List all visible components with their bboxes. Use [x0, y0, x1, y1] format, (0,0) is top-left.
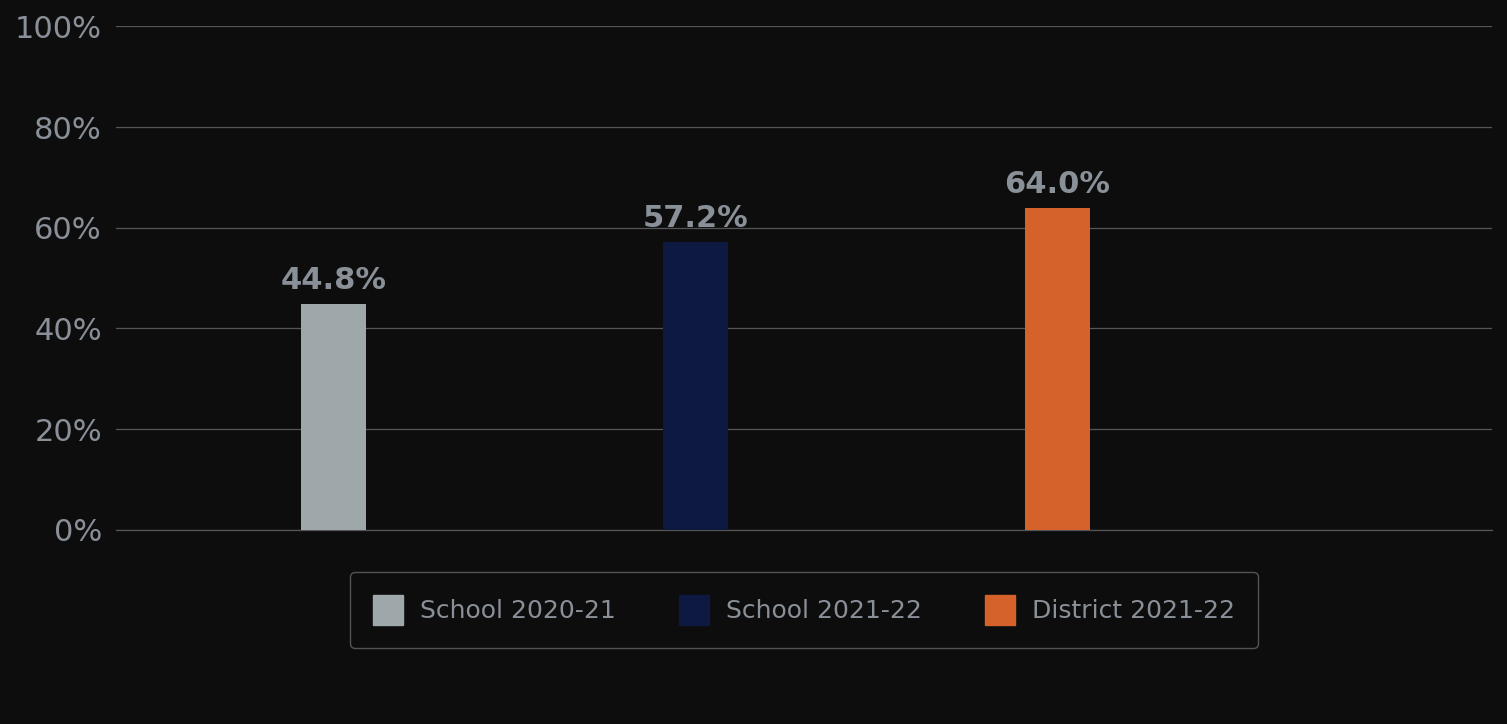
Text: 57.2%: 57.2% [642, 203, 747, 233]
Bar [663, 242, 728, 530]
Text: 64.0%: 64.0% [1005, 169, 1111, 198]
Text: 44.8%: 44.8% [280, 266, 386, 295]
Bar [1025, 208, 1090, 530]
Legend: School 2020-21, School 2021-22, District 2021-22: School 2020-21, School 2021-22, District… [351, 572, 1257, 648]
Bar [300, 304, 366, 530]
